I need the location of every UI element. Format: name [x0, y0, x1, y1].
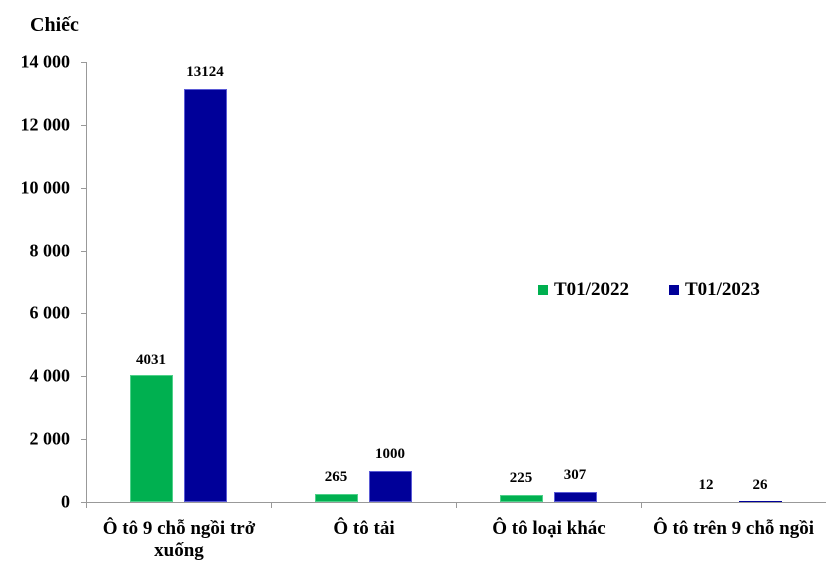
- legend: T01/2022 T01/2023: [538, 279, 760, 301]
- category-label-line: xuống: [154, 540, 204, 561]
- y-tick-label: 12 000: [20, 114, 71, 135]
- data-label: 1000: [375, 446, 405, 462]
- category-label: Ô tô loại khác: [492, 518, 606, 539]
- x-tick: [86, 502, 87, 508]
- bar-t01-2022-cat0: [130, 375, 173, 502]
- x-tick: [641, 502, 642, 508]
- y-tick: [81, 188, 86, 189]
- y-tick-label: 8 000: [29, 240, 71, 261]
- legend-item-t01-2023: T01/2023: [668, 279, 760, 301]
- y-tick: [81, 125, 86, 126]
- data-label: 13124: [186, 64, 224, 80]
- data-label: 307: [563, 467, 587, 483]
- y-tick: [81, 439, 86, 440]
- legend-swatch-green-icon: [538, 285, 548, 295]
- data-label: 265: [324, 469, 348, 485]
- x-tick: [456, 502, 457, 508]
- y-tick: [81, 251, 86, 252]
- data-label: 26: [752, 477, 768, 493]
- y-tick-label: 2 000: [29, 428, 71, 449]
- legend-label: T01/2022: [554, 279, 629, 300]
- y-tick-label: 14 000: [20, 51, 71, 72]
- y-tick-label: 4 000: [29, 365, 71, 386]
- legend-label: T01/2023: [684, 279, 760, 300]
- y-axis-unit: Chiếc: [30, 14, 79, 36]
- y-tick: [81, 62, 86, 63]
- y-tick-label: 0: [61, 491, 70, 512]
- y-tick: [81, 502, 86, 503]
- data-label: 4031: [136, 352, 166, 368]
- category-label: Ô tô trên 9 chỗ ngồi: [653, 518, 814, 539]
- bar-t01-2023-cat0: [184, 89, 227, 502]
- x-tick: [271, 502, 272, 508]
- category-label-line: Ô tô 9 chỗ ngồi trở: [102, 518, 256, 539]
- category-label: Ô tô tải: [333, 518, 395, 539]
- category-label: Ô tô 9 chỗ ngồi trở xuống: [86, 518, 272, 562]
- data-label: 12: [698, 477, 714, 493]
- y-tick: [81, 313, 86, 314]
- bar-t01-2023-cat1: [369, 471, 412, 502]
- y-tick: [81, 376, 86, 377]
- bar-t01-2023-cat2: [554, 492, 597, 502]
- legend-swatch-navy-icon: [668, 285, 679, 295]
- y-tick-label: 10 000: [20, 177, 71, 198]
- y-axis: [86, 62, 87, 502]
- bar-t01-2023-cat3: [739, 501, 782, 502]
- data-label: 225: [509, 470, 533, 486]
- legend-item-t01-2022: T01/2022: [538, 279, 629, 301]
- bar-t01-2022-cat1: [315, 494, 358, 502]
- bar-t01-2022-cat2: [500, 495, 543, 502]
- y-tick-label: 6 000: [29, 302, 71, 323]
